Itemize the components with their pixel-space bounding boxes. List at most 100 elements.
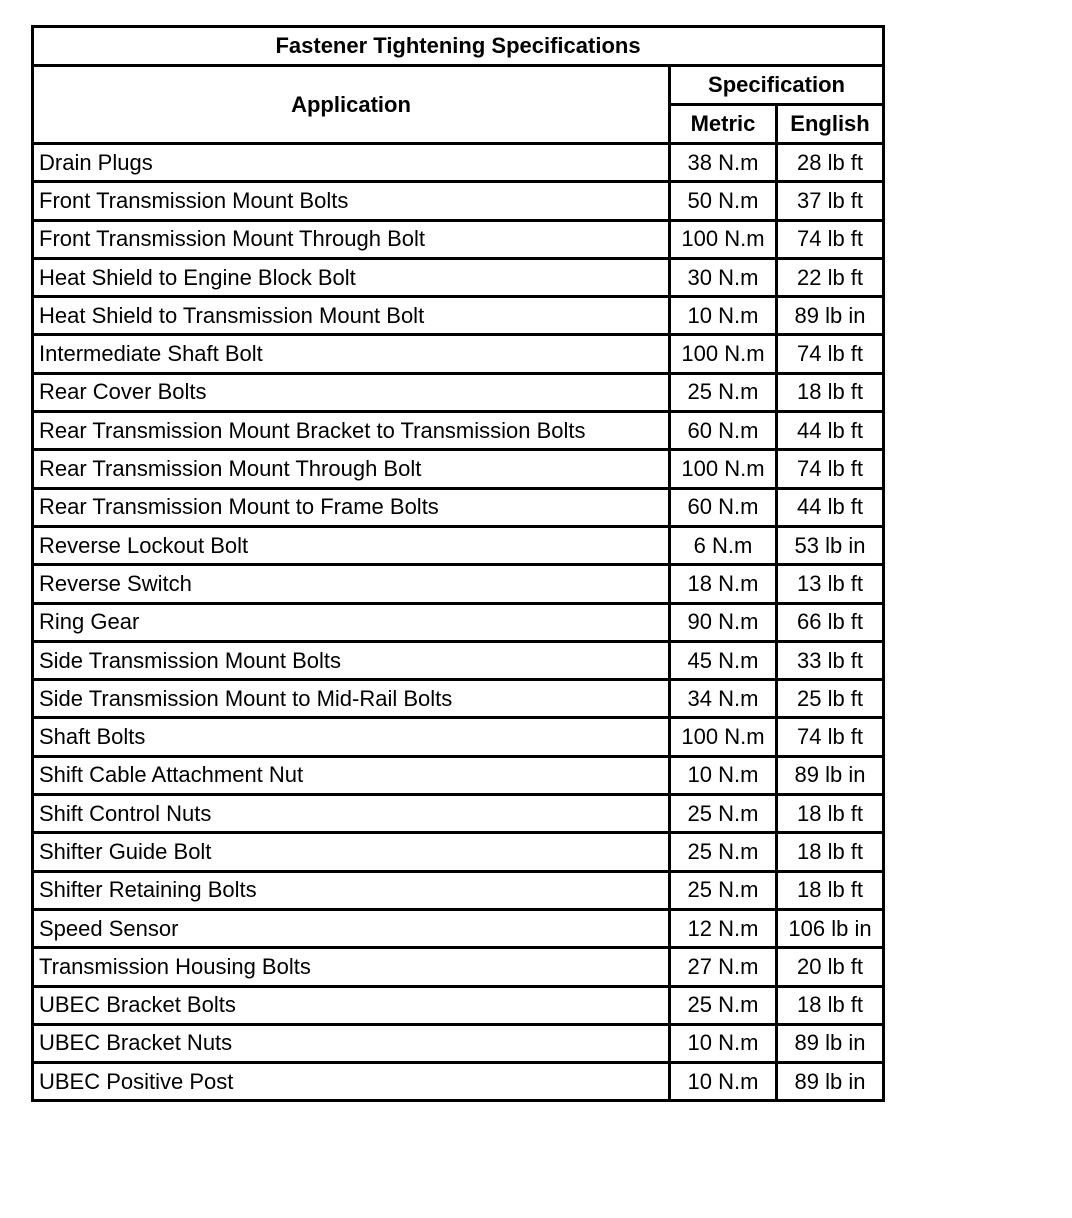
metric-cell: 30 N.m bbox=[668, 256, 778, 299]
english-cell: 18 lb ft bbox=[774, 371, 886, 414]
table-row: Rear Cover Bolts 25 N.m 18 lb ft bbox=[31, 371, 886, 414]
metric-cell: 10 N.m bbox=[668, 1061, 778, 1103]
application-cell: UBEC Positive Post bbox=[31, 1061, 671, 1103]
application-cell: Transmission Housing Bolts bbox=[31, 946, 671, 988]
english-cell: 74 lb ft bbox=[774, 218, 886, 260]
english-cell: 22 lb ft bbox=[774, 256, 886, 299]
metric-cell: 90 N.m bbox=[668, 601, 778, 643]
table-row: Reverse Lockout Bolt 6 N.m 53 lb in bbox=[31, 524, 886, 567]
table-row: Side Transmission Mount Bolts 45 N.m 33 lb… bbox=[31, 639, 886, 682]
english-cell: 89 lb in bbox=[774, 1061, 886, 1103]
application-cell: Intermediate Shaft Bolt bbox=[31, 333, 671, 375]
english-cell: 74 lb ft bbox=[774, 333, 886, 375]
application-cell: UBEC Bracket Nuts bbox=[31, 1022, 671, 1065]
application-cell: Shaft Bolts bbox=[31, 716, 671, 758]
application-cell: Front Transmission Mount Bolts bbox=[31, 180, 671, 222]
header-english: English bbox=[774, 103, 886, 145]
metric-cell: 100 N.m bbox=[668, 218, 778, 260]
header-application: Application bbox=[31, 64, 671, 145]
english-cell: 106 lb in bbox=[774, 907, 886, 950]
application-cell: Rear Transmission Mount Bracket to Trans… bbox=[31, 410, 671, 452]
application-cell: Rear Transmission Mount Through Bolt bbox=[31, 448, 671, 490]
table-row: Intermediate Shaft Bolt 100 N.m 74 lb ft bbox=[31, 333, 886, 375]
table-row: Speed Sensor 12 N.m 106 lb in bbox=[31, 907, 886, 950]
fastener-spec-table: Fastener Tightening Specifications Appli… bbox=[30, 25, 886, 1103]
metric-cell: 18 N.m bbox=[668, 563, 778, 605]
table-row: Rear Transmission Mount to Frame Bolts 60… bbox=[31, 486, 886, 528]
english-cell: 13 lb ft bbox=[774, 563, 886, 605]
application-cell: Rear Transmission Mount to Frame Bolts bbox=[31, 486, 671, 528]
metric-cell: 100 N.m bbox=[668, 333, 778, 375]
table-row: Shifter Guide Bolt 25 N.m 18 lb ft bbox=[31, 831, 886, 873]
table-row: UBEC Bracket Nuts 10 N.m 89 lb in bbox=[31, 1022, 886, 1065]
english-cell: 89 lb in bbox=[774, 1022, 886, 1065]
table-row: UBEC Positive Post 10 N.m 89 lb in bbox=[31, 1061, 886, 1103]
metric-cell: 25 N.m bbox=[668, 984, 778, 1026]
table-row: Shift Cable Attachment Nut 10 N.m 89 lb in bbox=[31, 754, 886, 797]
english-cell: 74 lb ft bbox=[774, 716, 886, 758]
table-row: Front Transmission Mount Bolts 50 N.m 37 l… bbox=[31, 180, 886, 222]
table-row: Front Transmission Mount Through Bolt 100… bbox=[31, 218, 886, 260]
metric-cell: 60 N.m bbox=[668, 486, 778, 528]
header-specification: Specification bbox=[667, 64, 886, 106]
application-cell: Front Transmission Mount Through Bolt bbox=[31, 218, 671, 260]
english-cell: 18 lb ft bbox=[774, 831, 886, 873]
application-cell: Shifter Guide Bolt bbox=[31, 831, 671, 873]
application-cell: Speed Sensor bbox=[31, 907, 671, 950]
metric-cell: 25 N.m bbox=[668, 371, 778, 414]
table-row: Drain Plugs 38 N.m 28 lb ft bbox=[31, 141, 886, 184]
application-cell: Ring Gear bbox=[31, 601, 671, 643]
metric-cell: 38 N.m bbox=[668, 141, 778, 184]
metric-cell: 12 N.m bbox=[668, 907, 778, 950]
application-cell: UBEC Bracket Bolts bbox=[31, 984, 671, 1026]
metric-cell: 27 N.m bbox=[668, 946, 778, 988]
table-row: Shaft Bolts 100 N.m 74 lb ft bbox=[31, 716, 886, 758]
application-cell: Reverse Switch bbox=[31, 563, 671, 605]
english-cell: 37 lb ft bbox=[774, 180, 886, 222]
application-cell: Reverse Lockout Bolt bbox=[31, 524, 671, 567]
application-cell: Drain Plugs bbox=[31, 141, 671, 184]
table-row: Shift Control Nuts 25 N.m 18 lb ft bbox=[31, 793, 886, 835]
english-cell: 44 lb ft bbox=[774, 486, 886, 528]
metric-cell: 100 N.m bbox=[668, 448, 778, 490]
application-cell: Shift Control Nuts bbox=[31, 793, 671, 835]
english-cell: 33 lb ft bbox=[774, 639, 886, 682]
application-cell: Heat Shield to Engine Block Bolt bbox=[31, 256, 671, 299]
table-row: UBEC Bracket Bolts 25 N.m 18 lb ft bbox=[31, 984, 886, 1026]
table-row: Transmission Housing Bolts 27 N.m 20 lb ft bbox=[31, 946, 886, 988]
english-cell: 74 lb ft bbox=[774, 448, 886, 490]
english-cell: 25 lb ft bbox=[774, 678, 886, 720]
english-cell: 18 lb ft bbox=[774, 793, 886, 835]
table-row: Shifter Retaining Bolts 25 N.m 18 lb ft bbox=[31, 869, 886, 911]
table-row: Heat Shield to Transmission Mount Bolt 10… bbox=[31, 295, 886, 337]
metric-cell: 10 N.m bbox=[668, 754, 778, 797]
english-cell: 20 lb ft bbox=[774, 946, 886, 988]
application-cell: Side Transmission Mount to Mid-Rail Bolt… bbox=[31, 678, 671, 720]
english-cell: 44 lb ft bbox=[774, 410, 886, 452]
table-title: Fastener Tightening Specifications bbox=[30, 25, 886, 67]
table-row: Side Transmission Mount to Mid-Rail Bolt… bbox=[31, 678, 886, 720]
english-cell: 66 lb ft bbox=[774, 601, 886, 643]
header-metric: Metric bbox=[668, 103, 778, 145]
metric-cell: 10 N.m bbox=[668, 295, 778, 337]
metric-cell: 25 N.m bbox=[668, 869, 778, 911]
metric-cell: 100 N.m bbox=[668, 716, 778, 758]
metric-cell: 34 N.m bbox=[668, 678, 778, 720]
application-cell: Rear Cover Bolts bbox=[31, 371, 671, 414]
english-cell: 28 lb ft bbox=[774, 141, 886, 184]
metric-cell: 25 N.m bbox=[668, 831, 778, 873]
english-cell: 18 lb ft bbox=[774, 869, 886, 911]
english-cell: 89 lb in bbox=[774, 754, 886, 797]
table-row: Reverse Switch 18 N.m 13 lb ft bbox=[31, 563, 886, 605]
english-cell: 53 lb in bbox=[774, 524, 886, 567]
table-row: Ring Gear 90 N.m 66 lb ft bbox=[31, 601, 886, 643]
english-cell: 18 lb ft bbox=[774, 984, 886, 1026]
metric-cell: 50 N.m bbox=[668, 180, 778, 222]
english-cell: 89 lb in bbox=[774, 295, 886, 337]
application-cell: Heat Shield to Transmission Mount Bolt bbox=[31, 295, 671, 337]
table-row: Rear Transmission Mount Bracket to Trans… bbox=[31, 410, 886, 452]
application-cell: Shifter Retaining Bolts bbox=[31, 869, 671, 911]
application-cell: Side Transmission Mount Bolts bbox=[31, 639, 671, 682]
table-row: Heat Shield to Engine Block Bolt 30 N.m 22… bbox=[31, 256, 886, 299]
metric-cell: 10 N.m bbox=[668, 1022, 778, 1065]
